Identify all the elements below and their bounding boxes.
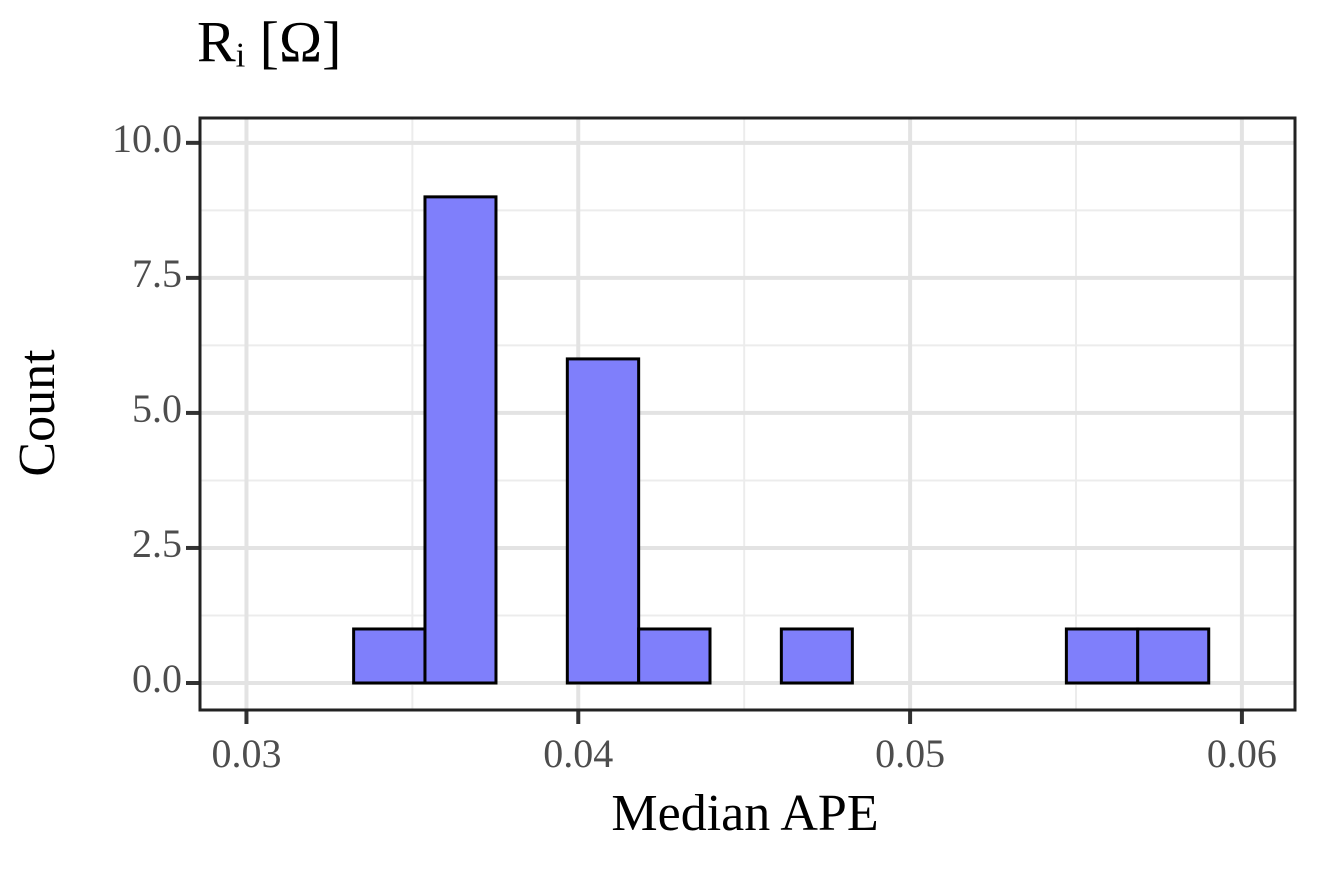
x-axis-label: Median APE bbox=[611, 785, 878, 842]
bar bbox=[1064, 627, 1140, 685]
y-axis-label: Count bbox=[9, 349, 66, 477]
bar bbox=[423, 195, 498, 685]
bar bbox=[779, 627, 854, 685]
y-tick-label: 5.0 bbox=[132, 386, 182, 431]
bar bbox=[637, 627, 712, 685]
chart-title: Rᵢ [Ω] bbox=[197, 9, 341, 74]
x-tick-label: 0.04 bbox=[543, 731, 613, 776]
y-tick-label: 2.5 bbox=[132, 521, 182, 566]
bar bbox=[1136, 627, 1211, 685]
bar bbox=[352, 627, 427, 685]
y-tick-label: 7.5 bbox=[132, 251, 182, 296]
y-tick-label: 10.0 bbox=[112, 116, 182, 161]
y-tick-label: 0.0 bbox=[132, 656, 182, 701]
x-tick-label: 0.06 bbox=[1207, 731, 1277, 776]
x-tick-label: 0.05 bbox=[875, 731, 945, 776]
bar bbox=[565, 357, 641, 685]
plot-border bbox=[198, 116, 1297, 712]
x-tick-label: 0.03 bbox=[211, 731, 281, 776]
